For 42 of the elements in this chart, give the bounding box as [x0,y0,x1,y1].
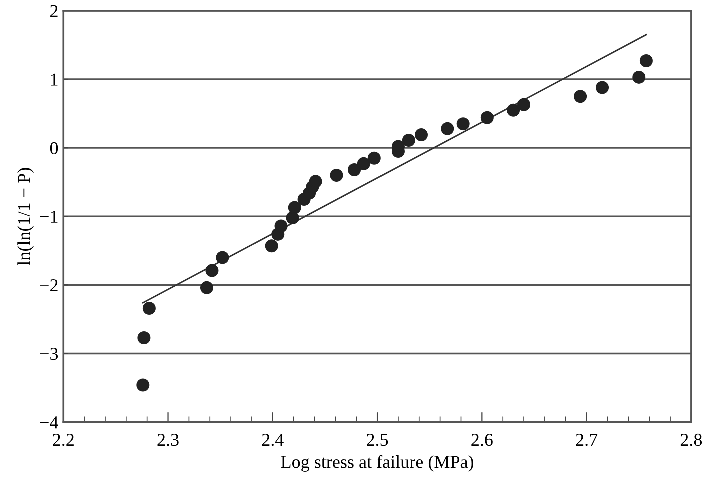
point [507,104,520,117]
point [286,211,300,225]
point [640,54,653,68]
point [274,220,288,233]
point [330,168,344,182]
y-axis-title: ln(ln(1/1 − P) [18,168,34,266]
x-axis-title: Log stress at failure (MPa) [281,455,474,472]
point [402,134,416,148]
x-tick-label: 2.3 [158,434,179,446]
point [265,240,278,253]
x-tick-label: 2.5 [367,434,388,446]
y-tick-label: 2 [50,5,58,18]
point [441,122,454,136]
point [596,81,610,94]
point [357,157,370,170]
point [136,378,150,392]
x-tick-label: 2.7 [576,434,598,446]
point [348,164,362,177]
x-tick-label: 2.4 [262,434,284,446]
point [518,98,531,112]
x-tick-label: 2.2 [53,434,74,446]
point [456,118,470,131]
y-tick-label: −3 [40,348,58,360]
point [138,331,151,344]
x-tick-label: 2.8 [680,434,702,446]
y-tick-label: 1 [51,74,58,86]
point [288,201,302,214]
point [216,251,230,264]
y-tick-label: −4 [40,416,58,429]
point [206,264,219,278]
point [368,152,381,165]
y-tick-label: −1 [40,210,58,223]
point [480,111,494,124]
y-tick-label: 0 [50,142,58,155]
point [574,90,588,104]
x-tick-label: 2.6 [472,434,493,446]
point [632,70,646,84]
point [200,281,214,294]
point [414,128,428,142]
point [309,175,322,188]
point [142,302,156,315]
y-tick-label: −2 [40,279,58,292]
